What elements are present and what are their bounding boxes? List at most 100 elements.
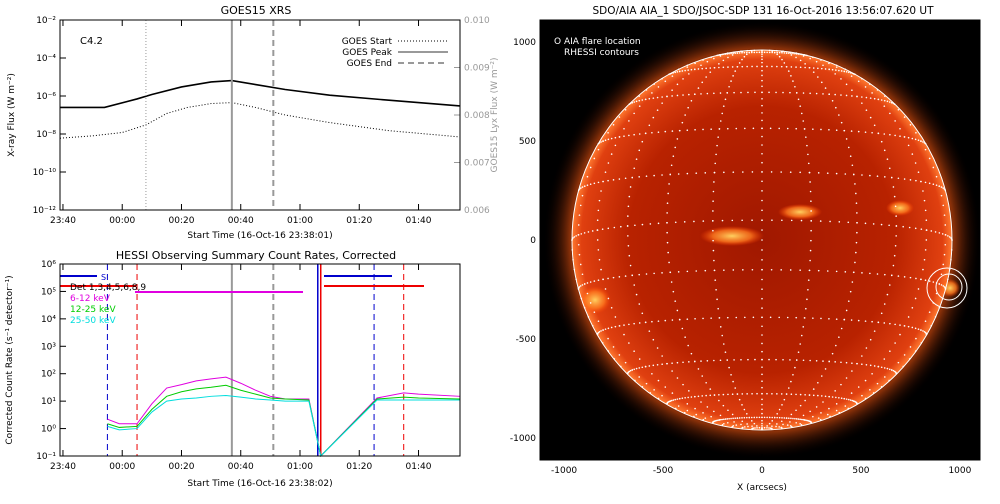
grid-dot [726,127,729,130]
grid-dot [781,404,783,406]
grid-dot [629,369,632,372]
grid-dot [861,174,863,176]
grid-dot [607,297,610,300]
grid-dot [768,422,771,425]
grid-dot [840,94,842,96]
grid-dot [676,377,679,379]
grid-dot [718,63,720,65]
grid-dot [864,131,867,133]
grid-dot [771,392,773,395]
grid-dot [734,52,737,54]
grid-dot [776,423,778,425]
grid-dot [623,135,625,137]
grid-dot [899,135,901,137]
grid-dot [751,268,754,271]
grid-dot [826,270,829,272]
grid-dot [802,92,805,94]
grid-dot [819,220,822,222]
grid-dot [770,268,773,271]
grid-dot [930,230,933,232]
grid-dot [773,416,776,419]
grid-dot [607,337,609,340]
grid-dot [861,355,863,357]
grid-dot [899,324,901,326]
grid-dot [761,416,763,419]
grid-dot [581,194,584,197]
grid-dot [828,93,830,96]
grid-dot [761,259,763,261]
grid-dot [712,210,714,212]
grid-dot [633,284,636,286]
grid-dot [822,93,824,95]
grid-dot [740,423,742,426]
grid-dot [746,51,748,54]
grid-dot [835,396,837,399]
grid-dot [834,73,836,75]
grid-dot [808,66,811,69]
grid-dot [607,138,610,141]
grid-dot [893,195,896,198]
grid-dot [722,105,725,107]
grid-dot [802,120,805,122]
grid-dot [838,397,840,399]
grid-dot [809,181,811,183]
grid-dot [747,358,749,361]
grid-dot [775,425,777,428]
grid-dot [894,342,896,344]
grid-dot [828,395,830,398]
active-region-northeast [886,200,914,216]
grid-dot [923,258,926,261]
grid-dot [840,70,843,72]
goes-xlabel: Start Time (16-Oct-16 23:38:01) [187,231,332,240]
grid-dot [652,116,655,119]
grid-dot [686,270,689,273]
goes-y2tick-label: 0.008 [464,111,490,121]
grid-dot [761,268,763,271]
grid-dot [761,199,763,202]
grid-dot [871,372,873,375]
grid-dot [730,52,732,55]
goes-xtick-label: 01:00 [287,216,313,226]
grid-dot [624,108,627,111]
grid-dot [638,367,641,369]
grid-dot [782,423,784,426]
grid-dot [808,269,811,272]
grid-dot [579,187,582,189]
grid-dot [648,330,651,332]
grid-dot [922,268,924,271]
grid-dot [873,124,876,127]
grid-dot [612,346,615,348]
grid-dot [780,420,783,423]
grid-dot [638,322,641,324]
grid-dot [578,253,581,256]
grid-dot [917,288,920,290]
grid-dot [847,221,850,224]
grid-dot [681,327,684,330]
grid-dot [687,344,689,347]
grid-dot [635,367,638,370]
grid-dot [856,95,858,98]
grid-dot [726,316,729,319]
grid-dot [713,394,716,396]
grid-dot [684,69,686,72]
grid-dot [688,93,690,96]
grid-dot [577,243,580,246]
grid-dot [686,129,689,131]
grid-dot [761,392,763,395]
grid-dot [761,135,763,138]
grid-dot [761,144,763,146]
grid-dot [797,98,800,101]
grid-dot [752,127,755,130]
grid-dot [761,219,763,221]
legend-6-12kev: 6-12 keV [70,294,111,304]
grid-dot [718,317,721,319]
grid-dot [750,51,753,54]
grid-dot [761,288,763,290]
grid-dot [681,397,684,400]
grid-dot [741,51,743,54]
grid-dot [596,229,599,231]
grid-dot [702,317,704,320]
grid-dot [751,219,753,221]
grid-dot [607,327,610,330]
active-region-limb [940,279,960,297]
